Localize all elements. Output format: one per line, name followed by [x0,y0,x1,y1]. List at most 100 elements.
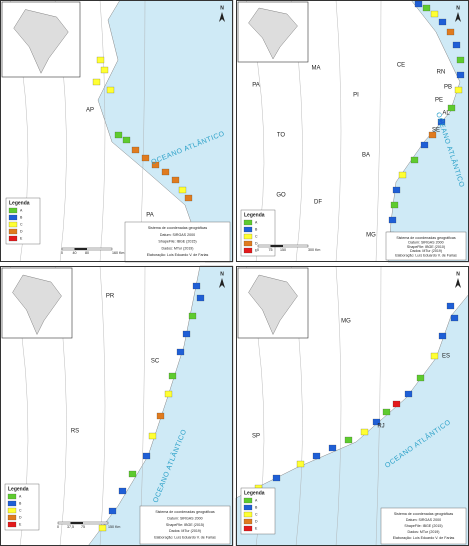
tourism-zone [422,4,431,12]
legend-item: B [255,227,258,231]
metadata-line: ShapeFile: IBGE (2015) [404,524,442,528]
legend-swatch [8,221,18,228]
metadata-box [139,505,231,545]
tourism-zone [184,194,193,202]
legend-swatch [7,514,17,521]
legend-item: E [20,236,23,240]
tourism-zone [437,118,446,126]
scale-label: 150 [280,248,286,252]
north-arrow [455,278,461,288]
state-label: SC [151,359,160,365]
legend-swatch [7,521,17,528]
scale-label: 80 [85,251,89,255]
legend-item: B [19,501,22,505]
scale-label: 75 [269,248,273,252]
legend-swatch [243,511,253,518]
tourism-zone [430,10,439,18]
metadata-box [385,231,467,261]
tourism-zone [100,66,109,74]
tourism-zone [410,156,419,164]
tourism-zone [414,0,423,8]
state-label: PA [252,83,260,89]
state-border [335,265,342,546]
tourism-zone [390,201,399,209]
state-label: PR [106,294,115,300]
state-border [375,0,382,263]
legend-title: Legenda [244,212,265,218]
tourism-zone [454,86,463,94]
metadata-line: Dados: MTur (2019) [407,530,439,534]
tourism-zone [388,216,397,224]
state-label: ES [442,354,450,360]
metadata-line: Elaboração: Luís Eduardo V. de Farias [393,536,455,540]
legend-swatch [243,233,253,240]
tourism-zone [344,436,353,444]
tourism-zone [182,330,191,338]
metadata-line: Datum: SIRGAS 2000 [406,518,441,522]
north-label: N [456,5,460,11]
legend-title: Legenda [9,200,30,206]
tourism-zone [176,348,185,356]
legend-item: C [19,508,22,512]
tourism-zone [131,146,140,154]
scale-label: 75 [81,525,85,529]
tourism-zone [420,141,429,149]
tourism-zone [192,282,201,290]
tourism-zone [450,314,459,322]
tourism-zone [168,372,177,380]
metadata-line: Elaboração: Luís Eduardo V. de Farias [147,253,209,257]
legend-item: C [255,512,258,516]
state-label: PI [353,93,359,99]
state-label: RN [437,70,446,76]
legend-swatch [243,497,253,504]
legend-item: E [255,248,258,252]
tourism-zone [456,56,465,64]
tourism-zone [171,176,180,184]
legend-item: C [255,234,258,238]
tourism-zone [188,312,197,320]
tourism-zone [156,412,165,420]
state-label: MG [366,233,376,239]
state-label: BA [362,153,370,159]
tourism-zone [447,104,456,112]
legend-item: A [20,208,23,212]
tourism-zone [428,131,437,139]
tourism-zone [398,171,407,179]
metadata-line: Dados: MTur (2019) [410,249,442,253]
tourism-zone [360,428,369,436]
legend-item: A [255,220,258,224]
tourism-zone [178,186,187,194]
metadata-line: Sistema de coordenadas geográficas [148,226,208,230]
tourism-zone [96,56,105,64]
state-label: SE [432,128,440,134]
metadata-line: Datum: SIRGAS 2000 [408,240,443,244]
state-border [335,0,342,263]
inset-continent [248,274,298,335]
inset-continent [248,7,298,60]
tourism-zone [392,400,401,408]
state-label: CE [397,63,405,69]
north-arrow [455,12,461,22]
inset-continent [12,274,62,335]
legend-swatch [243,518,253,525]
metadata-box [124,221,231,263]
legend-swatch [7,493,17,500]
metadata-line: ShapeFile: IBGE (2015) [158,240,196,244]
metadata-line: Dados: MTur (2019) [161,246,193,250]
state-border [99,0,106,263]
inset-continent [13,9,69,74]
tourism-zone [296,460,305,468]
scale-label: 40 [73,251,77,255]
metadata-line: Sistema de coordenadas geográficas [396,236,456,240]
metadata-line: Sistema de coordenadas geográficas [155,510,215,514]
state-label: SP [252,434,260,440]
tourism-zone [452,41,461,49]
state-border [375,265,382,546]
metadata-line: Elaboração: Luís Eduardo V. de Farias [154,536,216,540]
state-label: AP [86,108,94,114]
metadata-line: Elaboração: Luís Eduardo V. de Farias [395,254,457,258]
state-label: GO [276,193,286,199]
legend-swatch [7,507,17,514]
